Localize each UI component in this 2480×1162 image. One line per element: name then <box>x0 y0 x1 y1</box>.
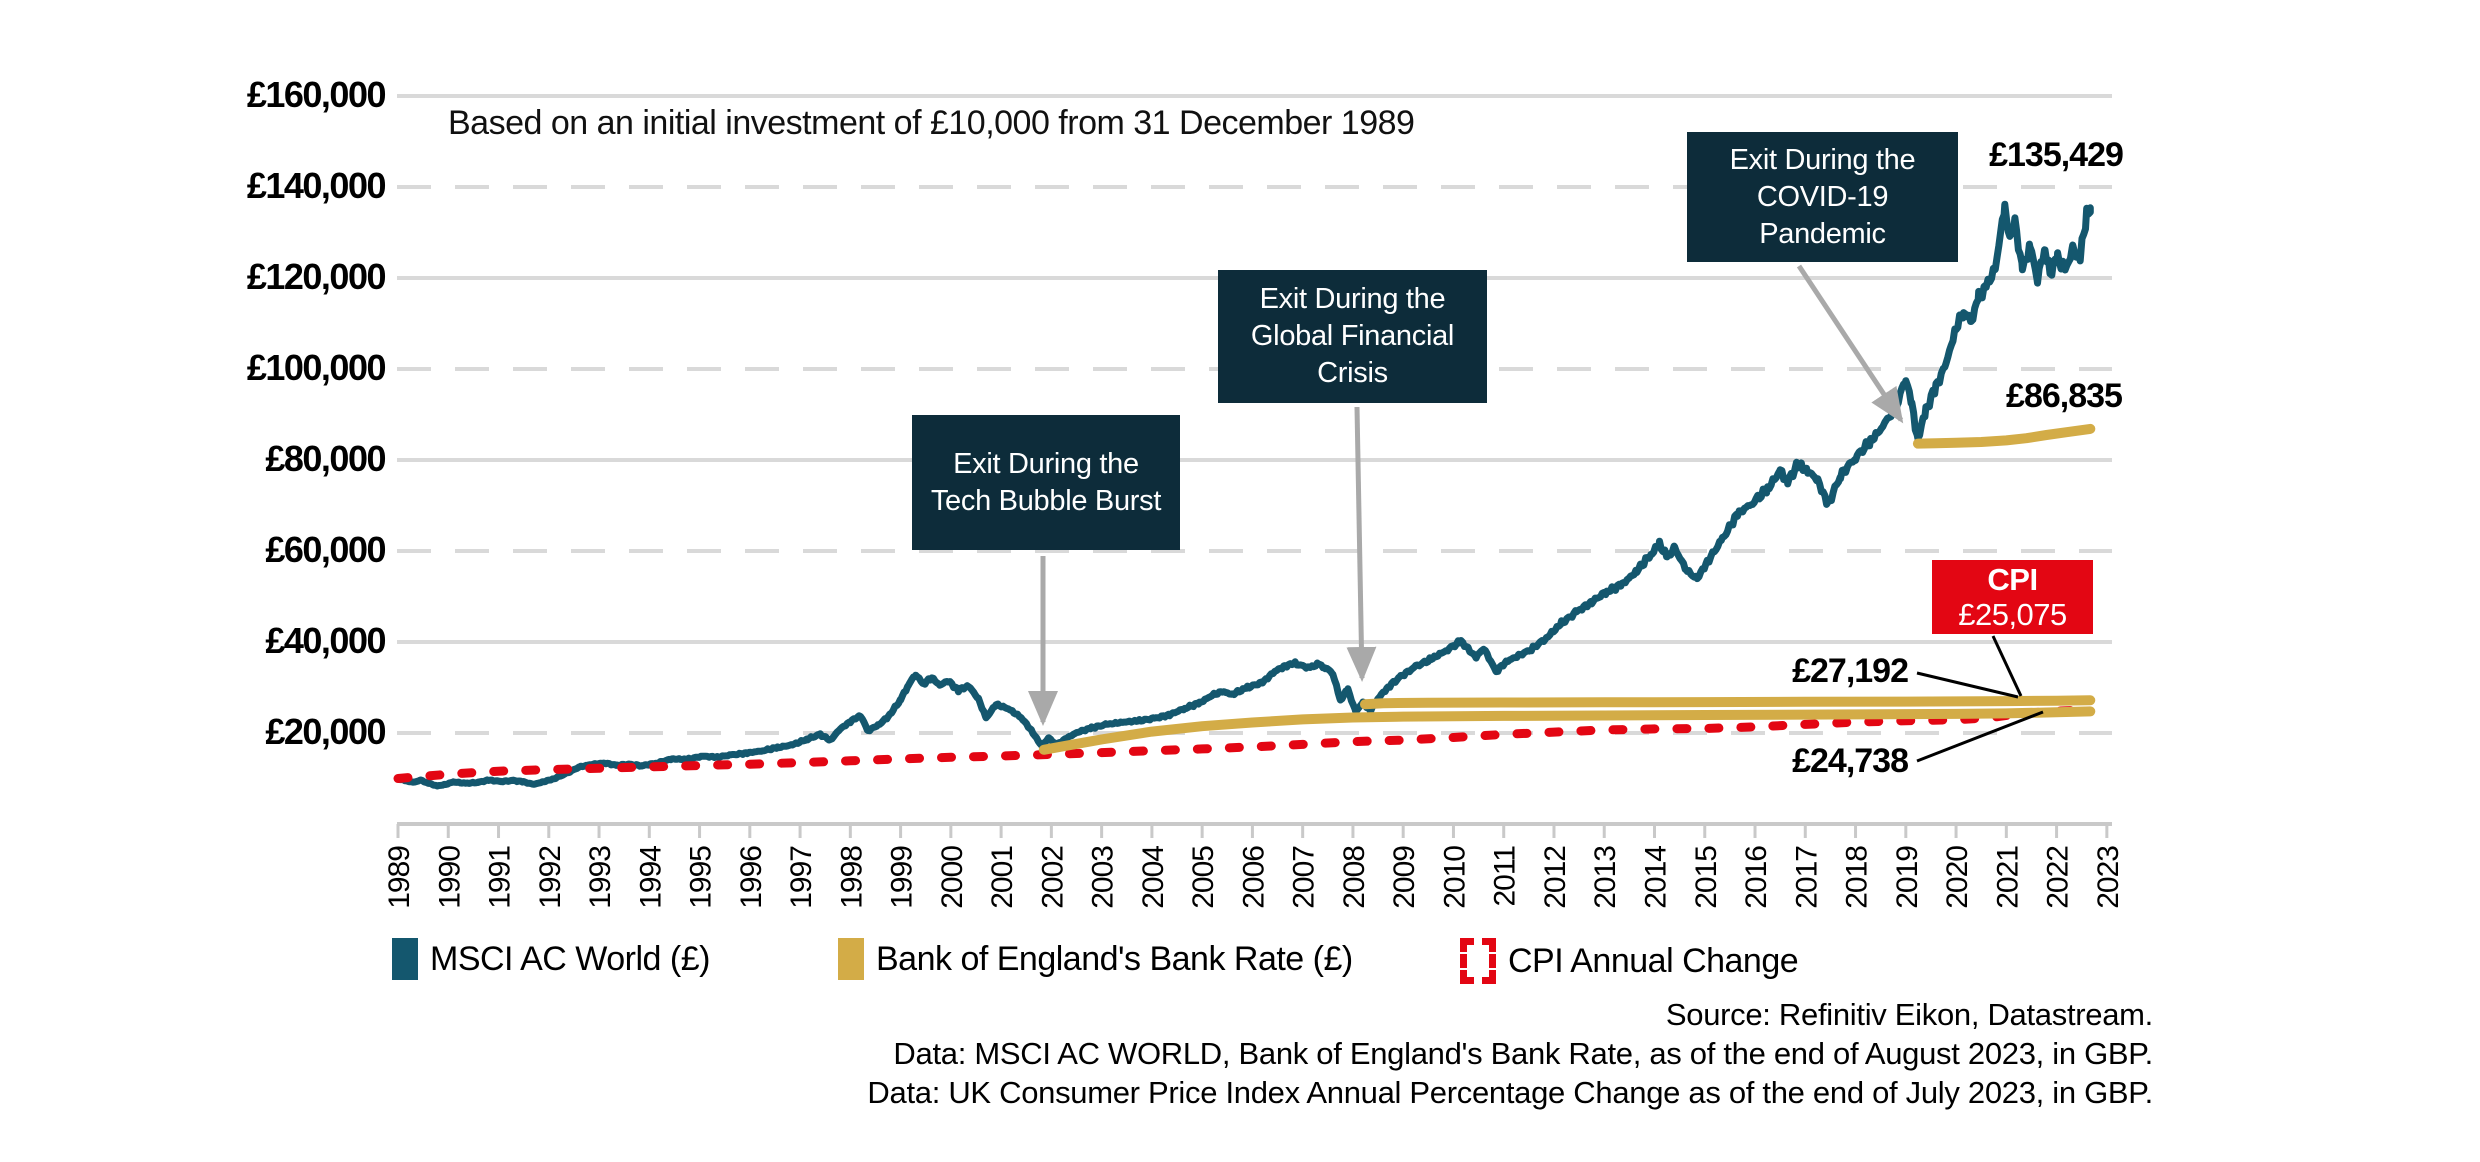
x-axis-year-label: 2020 <box>1941 846 1974 909</box>
leader-line <box>1991 635 2023 697</box>
x-axis-year-label: 2021 <box>1991 846 2024 909</box>
x-axis-year-label: 2014 <box>1640 846 1673 909</box>
source-line: Data: UK Consumer Price Index Annual Per… <box>867 1075 2153 1110</box>
x-axis-year-label: 1992 <box>534 846 567 909</box>
msci-legend-swatch-icon <box>392 938 418 980</box>
label-leader-lines <box>1916 635 2044 763</box>
annotation-covid-pandemic: Exit During the COVID-19 Pandemic <box>1687 132 1958 262</box>
x-axis-year-label: 2023 <box>2092 846 2125 909</box>
x-axis-year-label: 1994 <box>634 846 667 909</box>
series-gold <box>1038 706 2096 755</box>
x-axis-year-label: 1997 <box>785 846 818 909</box>
x-axis-year-labels: 1989 1990 1991 1992 1993 1994 1995 1996 1997 1998… <box>383 846 2125 909</box>
cpi-legend-swatch-icon <box>1460 938 1496 984</box>
x-axis-year-label: 1990 <box>433 846 466 909</box>
annotation-arrow <box>1796 264 1904 424</box>
x-axis-year-label: 2010 <box>1438 846 1471 909</box>
source-line: Source: Refinitiv Eikon, Datastream. <box>1665 997 2153 1032</box>
x-axis-year-label: 2013 <box>1589 846 1622 909</box>
x-axis-year-label: 2000 <box>936 846 969 909</box>
x-axis-year-label: 2016 <box>1740 846 1773 909</box>
x-axis-year-label: 2011 <box>1489 846 1522 907</box>
x-axis-year-label: 2007 <box>1288 846 1321 909</box>
source-text: Source: Refinitiv Eikon, Datastream. Data… <box>867 995 2153 1112</box>
x-axis-year-label: 2012 <box>1539 846 1572 909</box>
leader-line <box>1916 671 2019 699</box>
x-axis-year-label: 1995 <box>685 846 718 909</box>
y-axis-label: £60,000 <box>265 529 386 570</box>
annotation-global-financial-crisis: Exit During the Global Financial Crisis <box>1218 270 1487 403</box>
x-axis-year-label: 1993 <box>584 846 617 909</box>
y-axis-label: £20,000 <box>265 711 386 752</box>
x-axis-year-label: 2005 <box>1187 846 1220 909</box>
series-gold <box>1912 423 2096 449</box>
x-axis-year-label: 2008 <box>1338 846 1371 909</box>
x-axis-year-label: 2002 <box>1036 846 1069 909</box>
series-msci <box>394 200 2094 790</box>
tech-exit-end-value-label: £24,738 <box>1792 742 1909 780</box>
x-axis-year-label: 2003 <box>1087 846 1120 909</box>
x-axis-year-label: 2018 <box>1841 846 1874 909</box>
annotation-arrow <box>1346 406 1377 682</box>
cpi-box-title: CPI <box>1987 562 2038 597</box>
y-axis-label: £80,000 <box>265 438 386 479</box>
y-axis-label: £100,000 <box>246 347 387 388</box>
x-axis-year-label: 1989 <box>383 846 416 909</box>
annotation-arrows <box>1028 264 1904 727</box>
x-axis-year-label: 1996 <box>735 846 768 909</box>
gridlines <box>397 94 2112 735</box>
x-axis-year-label: 2017 <box>1790 846 1823 909</box>
y-axis-label: £40,000 <box>265 620 386 661</box>
series-gold <box>1360 695 2096 710</box>
msci-end-value-label: £135,429 <box>1989 136 2124 174</box>
chart-subtitle: Based on an initial investment of £10,00… <box>448 104 1415 142</box>
legend-label-msci: MSCI AC World (£) <box>430 939 710 978</box>
series-red <box>393 705 2095 783</box>
cpi-box-value: £25,075 <box>1958 597 2067 632</box>
legend-item-msci: MSCI AC World (£) <box>392 938 710 980</box>
legend-item-bank-rate: Bank of England's Bank Rate (£) <box>838 938 1353 980</box>
bank-rate-legend-swatch-icon <box>838 938 864 980</box>
legend-label-cpi: CPI Annual Change <box>1508 941 1799 980</box>
legend-item-cpi: CPI Annual Change <box>1460 938 1799 984</box>
data-series <box>393 200 2096 790</box>
x-axis-year-label: 2001 <box>986 846 1019 909</box>
x-axis-year-label: 2006 <box>1237 846 1270 909</box>
covid-exit-end-value-label: £86,835 <box>2006 377 2123 415</box>
y-axis-label: £120,000 <box>246 256 387 297</box>
legend-label-bank-rate: Bank of England's Bank Rate (£) <box>876 939 1353 978</box>
x-axis-year-label: 1999 <box>886 846 919 909</box>
x-axis-year-label: 2015 <box>1690 846 1723 909</box>
gfc-exit-end-value-label: £27,192 <box>1792 652 1909 690</box>
x-axis-year-label: 2019 <box>1891 846 1924 909</box>
x-axis <box>396 822 2112 838</box>
y-axis-label: £160,000 <box>246 74 387 115</box>
leader-line <box>1916 710 2044 763</box>
annotation-tech-bubble: Exit During the Tech Bubble Burst <box>912 415 1180 550</box>
source-line: Data: MSCI AC WORLD, Bank of England's B… <box>893 1036 2153 1071</box>
y-axis-label: £140,000 <box>246 165 387 206</box>
cpi-end-value-box: CPI £25,075 <box>1932 560 2093 634</box>
x-axis-year-label: 2009 <box>1388 846 1421 909</box>
x-axis-year-label: 2004 <box>1137 846 1170 909</box>
x-axis-year-label: 1991 <box>484 846 517 909</box>
x-axis-year-label: 2022 <box>2042 846 2075 909</box>
x-axis-year-label: 1998 <box>835 846 868 909</box>
